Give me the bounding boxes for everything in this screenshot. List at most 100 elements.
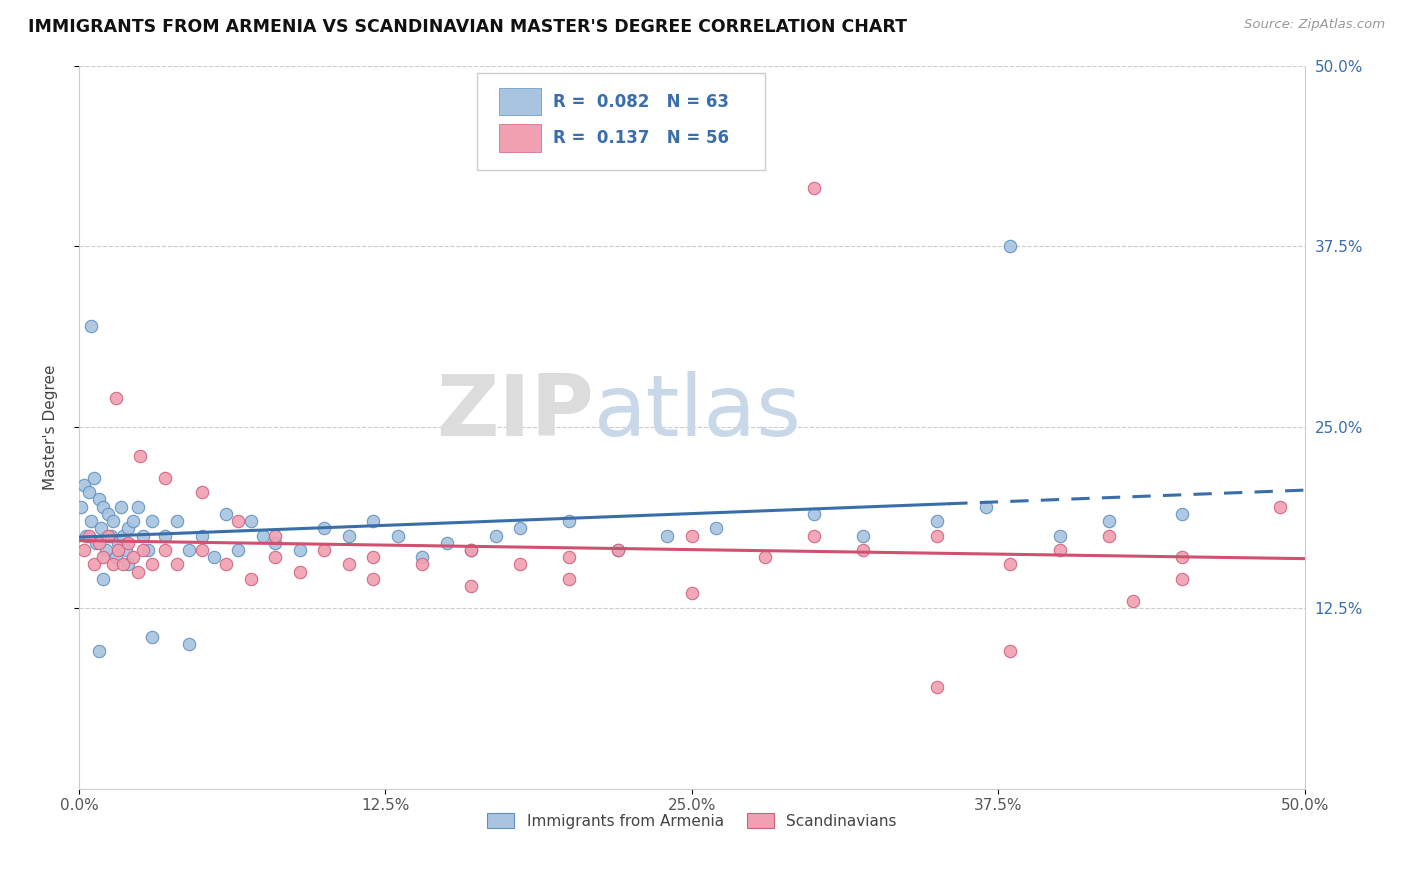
Point bbox=[252, 528, 274, 542]
Point bbox=[509, 558, 531, 572]
Point bbox=[153, 471, 176, 485]
Point bbox=[141, 514, 163, 528]
Point bbox=[361, 572, 384, 586]
Point bbox=[141, 630, 163, 644]
Point bbox=[558, 514, 581, 528]
Point bbox=[460, 543, 482, 558]
Point bbox=[73, 543, 96, 558]
Point bbox=[1171, 507, 1194, 521]
Point bbox=[974, 500, 997, 514]
Point bbox=[84, 535, 107, 549]
Point bbox=[1097, 514, 1119, 528]
Point bbox=[852, 543, 875, 558]
Point bbox=[117, 521, 139, 535]
Text: R =  0.082   N = 63: R = 0.082 N = 63 bbox=[554, 93, 730, 111]
Point bbox=[129, 449, 152, 463]
Point bbox=[110, 500, 132, 514]
Point bbox=[127, 565, 149, 579]
Point bbox=[80, 514, 103, 528]
Point bbox=[215, 507, 238, 521]
Point bbox=[436, 535, 458, 549]
Point bbox=[681, 528, 703, 542]
Point bbox=[226, 543, 249, 558]
Point bbox=[190, 528, 212, 542]
Point bbox=[87, 492, 110, 507]
Point bbox=[485, 528, 508, 542]
Point bbox=[114, 543, 136, 558]
Point bbox=[97, 507, 120, 521]
Text: ZIP: ZIP bbox=[436, 371, 593, 454]
Y-axis label: Master's Degree: Master's Degree bbox=[44, 364, 58, 490]
Point bbox=[77, 485, 100, 500]
Point bbox=[226, 514, 249, 528]
Point bbox=[411, 550, 433, 565]
Point bbox=[460, 543, 482, 558]
Point bbox=[117, 535, 139, 549]
Point bbox=[1171, 550, 1194, 565]
Text: R =  0.137   N = 56: R = 0.137 N = 56 bbox=[554, 128, 730, 147]
Point bbox=[607, 543, 630, 558]
Text: IMMIGRANTS FROM ARMENIA VS SCANDINAVIAN MASTER'S DEGREE CORRELATION CHART: IMMIGRANTS FROM ARMENIA VS SCANDINAVIAN … bbox=[28, 18, 907, 36]
FancyBboxPatch shape bbox=[477, 73, 765, 170]
Point bbox=[681, 586, 703, 600]
Point bbox=[179, 637, 201, 651]
Point bbox=[337, 528, 360, 542]
Point bbox=[1000, 239, 1022, 253]
Point bbox=[70, 500, 93, 514]
Point bbox=[80, 318, 103, 333]
Text: Source: ZipAtlas.com: Source: ZipAtlas.com bbox=[1244, 18, 1385, 31]
Point bbox=[1000, 558, 1022, 572]
Point bbox=[1268, 500, 1291, 514]
Point bbox=[100, 528, 122, 542]
Point bbox=[337, 558, 360, 572]
Point bbox=[94, 543, 117, 558]
Point bbox=[264, 550, 287, 565]
FancyBboxPatch shape bbox=[499, 124, 541, 152]
Point bbox=[411, 558, 433, 572]
Point bbox=[239, 572, 262, 586]
Point bbox=[153, 543, 176, 558]
Point bbox=[288, 543, 311, 558]
Point bbox=[103, 514, 125, 528]
Point bbox=[803, 507, 825, 521]
Point bbox=[87, 535, 110, 549]
Point bbox=[87, 644, 110, 658]
Point bbox=[558, 572, 581, 586]
FancyBboxPatch shape bbox=[499, 88, 541, 115]
Point bbox=[90, 521, 112, 535]
Point bbox=[103, 558, 125, 572]
Point bbox=[153, 528, 176, 542]
Point bbox=[239, 514, 262, 528]
Point bbox=[83, 471, 105, 485]
Point bbox=[925, 528, 948, 542]
Point bbox=[73, 478, 96, 492]
Point bbox=[104, 391, 127, 405]
Point bbox=[122, 550, 145, 565]
Point bbox=[131, 528, 153, 542]
Point bbox=[803, 181, 825, 195]
Point bbox=[509, 521, 531, 535]
Point bbox=[1049, 528, 1071, 542]
Point bbox=[1049, 543, 1071, 558]
Point bbox=[127, 500, 149, 514]
Point bbox=[314, 521, 336, 535]
Point bbox=[112, 558, 135, 572]
Point bbox=[83, 558, 105, 572]
Point bbox=[607, 543, 630, 558]
Point bbox=[93, 572, 115, 586]
Point bbox=[264, 535, 287, 549]
Point bbox=[264, 528, 287, 542]
Point bbox=[1171, 572, 1194, 586]
Point bbox=[93, 500, 115, 514]
Point bbox=[314, 543, 336, 558]
Point bbox=[107, 535, 129, 549]
Point bbox=[122, 514, 145, 528]
Point bbox=[460, 579, 482, 593]
Point bbox=[1000, 644, 1022, 658]
Point bbox=[97, 528, 120, 542]
Point bbox=[704, 521, 727, 535]
Point bbox=[1097, 528, 1119, 542]
Point bbox=[75, 528, 97, 542]
Point bbox=[288, 565, 311, 579]
Point bbox=[141, 558, 163, 572]
